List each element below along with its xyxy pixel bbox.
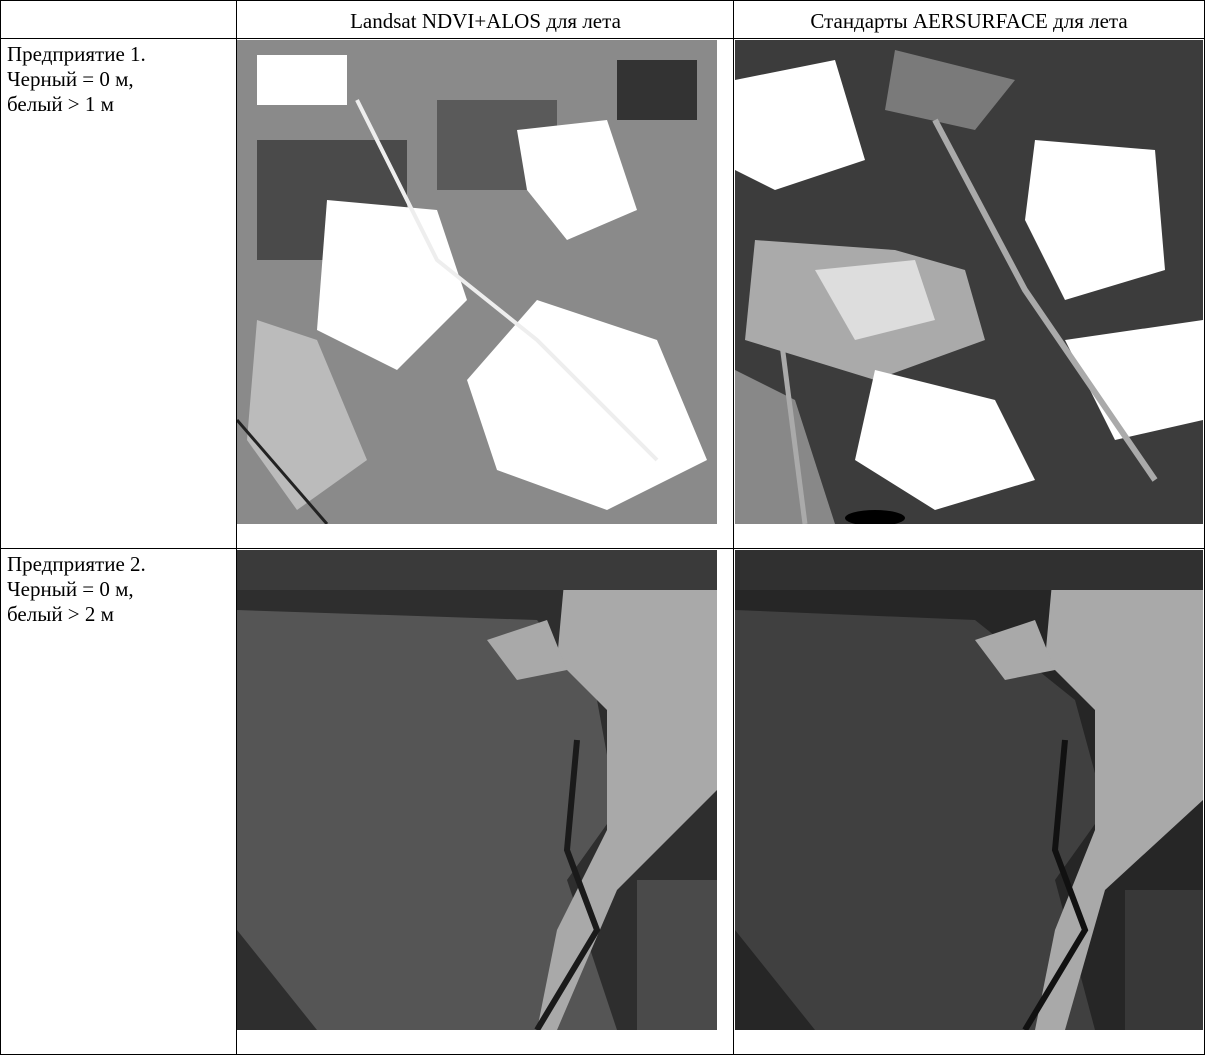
label-line: белый > 2 м xyxy=(7,602,237,627)
height-map-image xyxy=(237,550,717,1030)
header-cell: Стандарты AERSURFACE для лета xyxy=(733,0,1205,39)
corner-cell xyxy=(0,0,237,39)
header-text: Landsat NDVI+ALOS для лета xyxy=(350,9,621,33)
height-map-image xyxy=(237,40,717,524)
height-map-image xyxy=(735,550,1203,1030)
label-line: белый > 1 м xyxy=(7,92,237,117)
header-cell: Landsat NDVI+ALOS для лета xyxy=(236,0,734,39)
row-label: Предприятие 2. Черный = 0 м, белый > 2 м xyxy=(0,548,237,1055)
page: Landsat NDVI+ALOS для лета Стандарты AER… xyxy=(0,0,1205,1055)
header-text: Стандарты AERSURFACE для лета xyxy=(810,9,1127,33)
label-line: Черный = 0 м, xyxy=(7,67,237,92)
label-line: Предприятие 1. xyxy=(7,42,237,67)
row-label: Предприятие 1. Черный = 0 м, белый > 1 м xyxy=(0,38,237,549)
label-line: Предприятие 2. xyxy=(7,552,237,577)
height-map-image xyxy=(735,40,1203,524)
label-line: Черный = 0 м, xyxy=(7,577,237,602)
